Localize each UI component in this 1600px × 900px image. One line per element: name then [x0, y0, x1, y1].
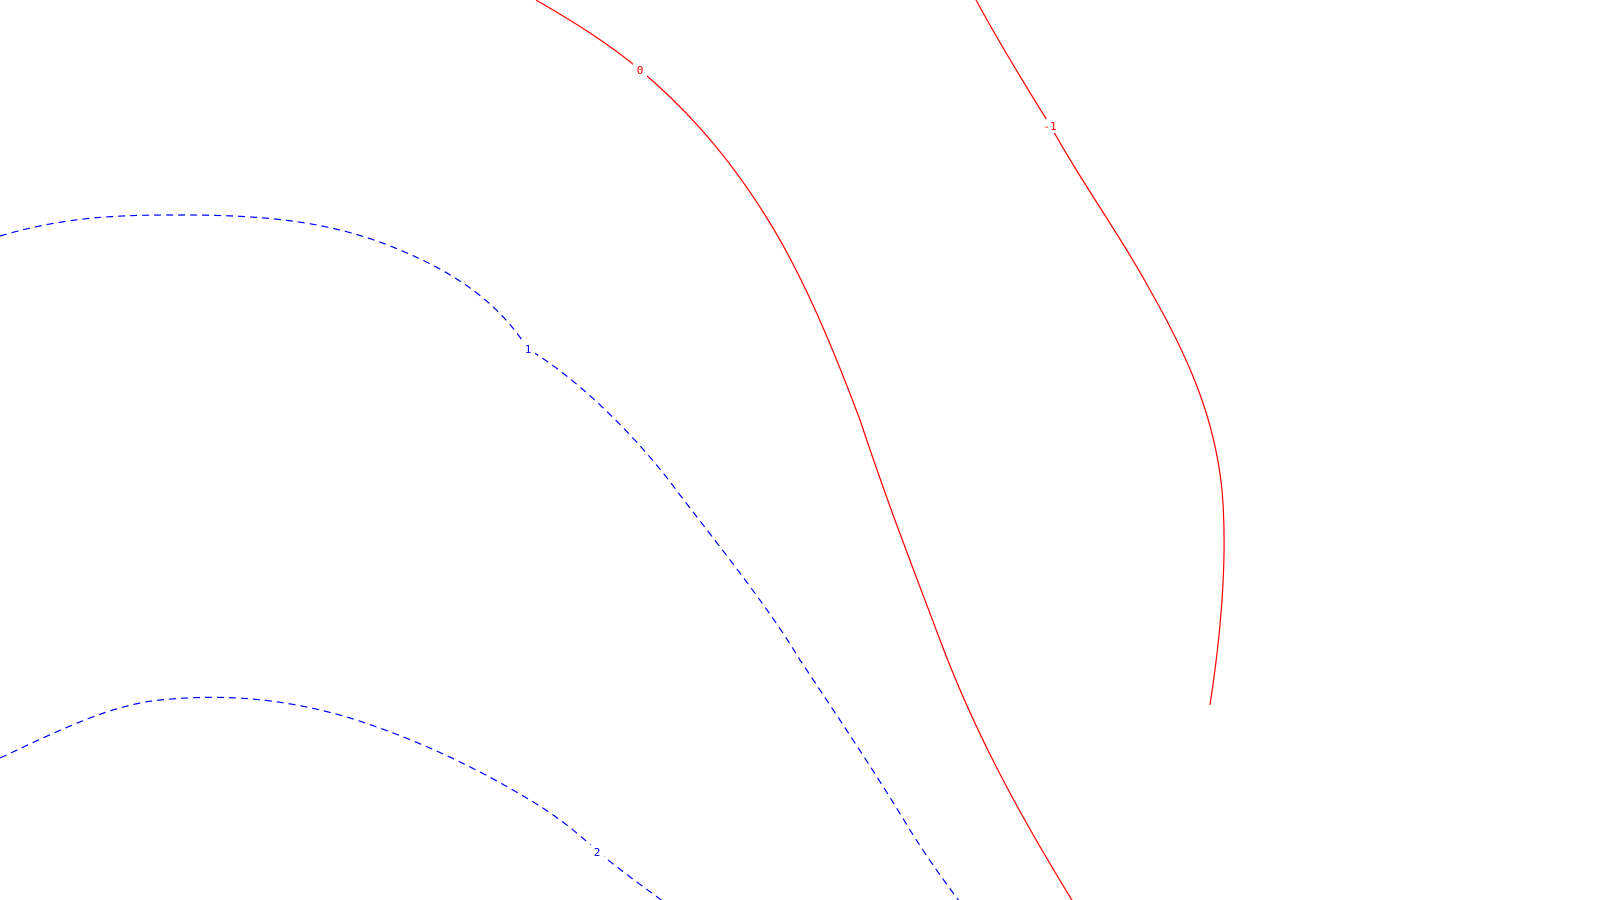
contour-line-1	[0, 214, 960, 900]
contour-line-0	[535, 0, 1073, 900]
contour-line-minus-1	[975, 0, 1225, 706]
contour-label-bg-2	[590, 845, 604, 859]
contour-label-bg-0	[633, 63, 647, 77]
contour-line-2	[0, 696, 663, 900]
contour-label-0: 0	[637, 64, 644, 77]
contour-label-bg-1	[521, 342, 535, 356]
contour-label-minus-1: -1	[1043, 120, 1056, 133]
contour-label-1: 1	[525, 343, 532, 356]
contour-label-2: 2	[594, 846, 601, 859]
contour-label-bg-minus-1	[1041, 119, 1059, 133]
